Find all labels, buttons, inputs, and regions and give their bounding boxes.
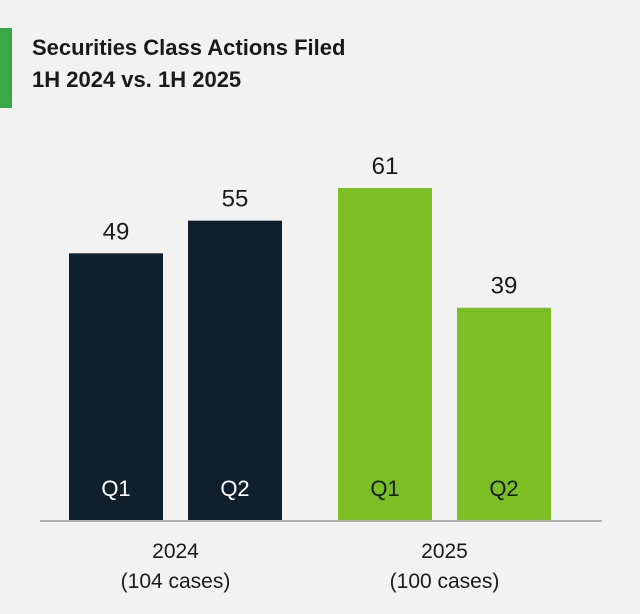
bar-2025-q1-value-label: 61 xyxy=(372,153,399,180)
bar-2025-q2-value-label: 39 xyxy=(491,273,518,300)
title-accent-bar xyxy=(0,28,12,108)
bar-2024-q2-value-label: 55 xyxy=(222,186,249,213)
chart-title-line-1: Securities Class Actions Filed xyxy=(32,35,346,60)
group-label-2024-year: 2024 xyxy=(152,540,199,563)
bar-2024-q2-category-label: Q2 xyxy=(220,476,249,501)
bar-2024-q2 xyxy=(188,220,282,520)
bar-2024-q1-category-label: Q1 xyxy=(101,476,130,501)
group-label-2025-cases: (100 cases) xyxy=(390,570,500,593)
chart-title: Securities Class Actions Filed 1H 2024 v… xyxy=(32,32,345,96)
group-label-2024-cases: (104 cases) xyxy=(121,570,231,593)
group-label-2025-year: 2025 xyxy=(421,540,468,563)
bar-2025-q1 xyxy=(338,188,432,520)
bar-2025-q2 xyxy=(457,307,551,520)
bar-2025-q2-category-label: Q2 xyxy=(489,476,518,501)
bar-2024-q1-value-label: 49 xyxy=(103,218,130,245)
bar-2025-q1-category-label: Q1 xyxy=(370,476,399,501)
chart-title-line-2: 1H 2024 vs. 1H 2025 xyxy=(32,67,242,92)
bar-2024-q1 xyxy=(69,253,163,521)
